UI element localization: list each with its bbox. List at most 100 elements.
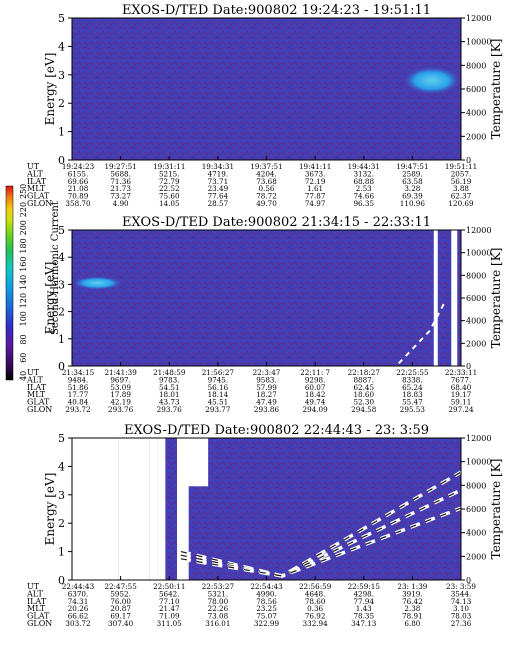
- ephemeris-value: 17.89: [110, 390, 131, 399]
- data-gap: [149, 438, 158, 580]
- ephemeris-value: 77.10: [159, 597, 180, 606]
- color-scale-tick-label: 250: [19, 184, 28, 199]
- ephemeris-value: 22.26: [208, 604, 229, 613]
- ephemeris-value: 22:47:55: [104, 582, 137, 591]
- ephemeris-value: 17.77: [68, 390, 89, 399]
- ephemeris-value: 9697.: [110, 375, 131, 384]
- ephemeris-value: 5215.: [159, 169, 180, 178]
- color-scale-tick-label: 220: [19, 202, 28, 217]
- ephemeris-value: 74.97: [305, 199, 326, 208]
- y-tick-label: 5: [58, 432, 65, 445]
- ephemeris-value: 3.28: [404, 184, 420, 193]
- data-gap: [177, 438, 189, 580]
- ephemeris-value: 21.08: [68, 184, 89, 193]
- data-gap: [72, 438, 119, 580]
- ephemeris-row-label: GLAT: [27, 612, 50, 621]
- y-tick-label: 1: [58, 546, 65, 559]
- ephemeris-value: 307.40: [108, 619, 134, 628]
- ephemeris-value: 18.14: [208, 390, 229, 399]
- ephemeris-value: 9745.: [208, 375, 229, 384]
- ephemeris-value: 21.73: [110, 184, 131, 193]
- y-right-tick-label: 8000: [466, 61, 486, 70]
- enhancement-region: [402, 66, 462, 95]
- ephemeris-value: 294.09: [303, 405, 329, 414]
- ephemeris-value: 1.43: [356, 604, 372, 613]
- y-tick-label: 5: [58, 12, 65, 25]
- y-tick-label: 3: [58, 278, 65, 291]
- y-axis-label: Energy [eV]: [43, 473, 57, 546]
- ephemeris-value: 311.05: [157, 619, 183, 628]
- ephemeris-value: 56.16: [208, 383, 229, 392]
- y-right-tick-label: 0: [466, 156, 471, 165]
- ephemeris-value: 62.37: [451, 192, 472, 201]
- y-tick-label: 5: [58, 224, 65, 237]
- ephemeris-value: 70.89: [68, 192, 89, 201]
- y-right-tick-label: 8000: [466, 481, 486, 490]
- y-tick-label: 0: [58, 154, 65, 167]
- y-tick-label: 2: [58, 306, 65, 319]
- y-right-tick-label: 4000: [466, 317, 486, 326]
- ephemeris-value: 4.90: [113, 199, 129, 208]
- ephemeris-value: 76.42: [402, 597, 423, 606]
- ephemeris-row-label: GLON: [27, 405, 52, 414]
- heatmap-background: [72, 18, 461, 160]
- ephemeris-value: 75.07: [256, 612, 277, 621]
- ephemeris-value: 73.27: [110, 192, 131, 201]
- panel: EXOS-D/TED Date:900802 21:34:15 - 22:33:…: [26, 215, 503, 414]
- ephemeris-value: 0.56: [258, 184, 274, 193]
- y-axis-label: Energy [eV]: [43, 53, 57, 126]
- data-gap: [118, 438, 150, 580]
- ephemeris-value: 23: 1:39: [397, 582, 427, 591]
- ephemeris-value: 22.52: [159, 184, 180, 193]
- y-right-axis-label: Temperature [K]: [489, 459, 503, 560]
- ephemeris-value: 22:18:27: [348, 368, 381, 377]
- ephemeris-value: 316.01: [205, 619, 230, 628]
- ephemeris-value: 96.35: [353, 199, 374, 208]
- ephemeris-value: 5952.: [110, 589, 131, 598]
- ephemeris-value: 75.60: [159, 192, 180, 201]
- ephemeris-value: 23.49: [208, 184, 229, 193]
- ephemeris-row-label: ILAT: [27, 597, 47, 606]
- ephemeris-value: 295.53: [400, 405, 426, 414]
- y-right-axis-label: Temperature [K]: [489, 248, 503, 349]
- ephemeris-row-label: UT: [27, 162, 40, 171]
- panel: EXOS-D/TED Date:900802 22:44:43 - 23: 3:…: [26, 423, 503, 628]
- ephemeris-value: 69.39: [402, 192, 423, 201]
- y-tick-label: 4: [58, 251, 65, 264]
- ephemeris-value: 21.47: [159, 604, 180, 613]
- ephemeris-value: 78.35: [353, 612, 374, 621]
- color-scale-label: Second Harmonic Current: [50, 201, 61, 335]
- ephemeris-value: 19:24:23: [62, 162, 95, 171]
- ephemeris-row-label: MLT: [27, 390, 46, 399]
- ephemeris-value: 73.68: [256, 177, 277, 186]
- ephemeris-row-label: MLT: [27, 604, 46, 613]
- y-right-tick-label: 4000: [466, 109, 486, 118]
- ephemeris-value: 62.45: [353, 383, 374, 392]
- ephemeris-value: 293.72: [65, 405, 90, 414]
- ephemeris-value: 4648.: [305, 589, 326, 598]
- ephemeris-value: 7677.: [451, 375, 472, 384]
- panel-title: EXOS-D/TED Date:900802 19:24:23 - 19:51:…: [122, 3, 431, 18]
- ephemeris-value: 20.87: [110, 604, 131, 613]
- y-tick-label: 3: [58, 69, 65, 82]
- ephemeris-value: 3544.: [451, 589, 472, 598]
- ephemeris-value: 18.27: [256, 390, 277, 399]
- ephemeris-value: 78.56: [256, 597, 277, 606]
- ephemeris-value: 293.76: [157, 405, 183, 414]
- ephemeris-value: 22:11: 7: [300, 368, 330, 377]
- ephemeris-value: 332.94: [303, 619, 329, 628]
- ephemeris-value: 74.13: [451, 597, 472, 606]
- y-right-tick-label: 12000: [466, 434, 491, 443]
- y-right-tick-label: 6000: [466, 85, 486, 94]
- ephemeris-value: 21:41:39: [104, 368, 137, 377]
- ephemeris-value: 56.19: [451, 177, 472, 186]
- ephemeris-value: 59.11: [451, 398, 472, 407]
- ephemeris-value: 43.73: [159, 398, 180, 407]
- data-gap: [451, 230, 458, 366]
- ephemeris-value: 22:3:47: [253, 368, 281, 377]
- ephemeris-value: 4990.: [256, 589, 277, 598]
- ephemeris-value: 4298.: [353, 589, 374, 598]
- ephemeris-value: 63.58: [402, 177, 423, 186]
- ephemeris-value: 0.36: [307, 604, 323, 613]
- color-scale-bar: [5, 185, 14, 381]
